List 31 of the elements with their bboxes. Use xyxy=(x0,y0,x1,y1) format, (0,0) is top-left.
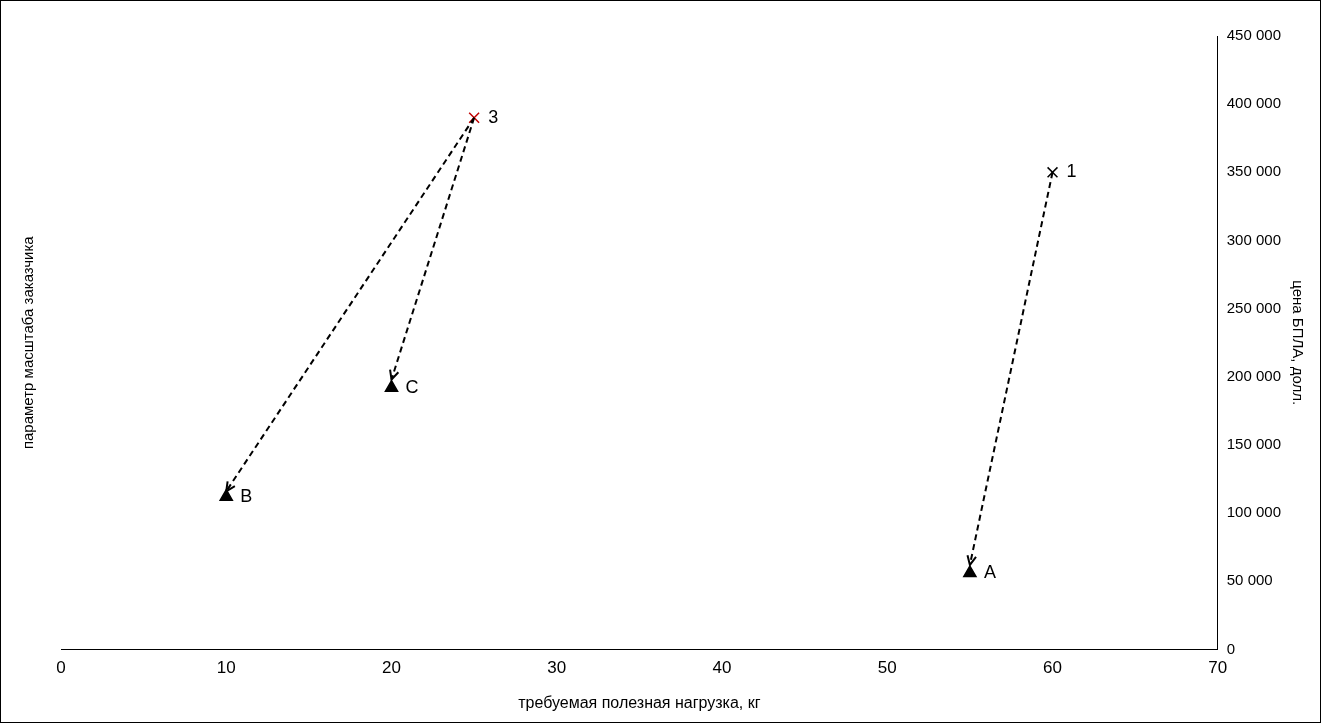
point xyxy=(963,565,977,578)
x-tick-label: 30 xyxy=(547,658,567,678)
x-tick-label: 60 xyxy=(1043,658,1062,678)
point xyxy=(384,379,399,392)
y-tick-label: 0 xyxy=(1226,639,1236,657)
annotation: C xyxy=(405,376,419,397)
y-tick-label: 450 000 xyxy=(1226,26,1282,44)
y-tick-label: 400 000 xyxy=(1226,94,1282,112)
point xyxy=(468,112,480,124)
annotation: B xyxy=(240,485,253,506)
x-tick-label: 10 xyxy=(216,658,236,678)
y-tick-label: 150 000 xyxy=(1226,435,1282,453)
y-tick-label: 250 000 xyxy=(1226,298,1282,316)
text: параметр масштаба заказчика xyxy=(19,235,37,450)
x-tick-label: 40 xyxy=(712,658,732,678)
y-tick-label: 300 000 xyxy=(1226,230,1282,248)
annotation: 3 xyxy=(488,106,499,127)
y-axis-title: цена БПЛА, долл. xyxy=(1289,280,1307,406)
x-tick-label: 0 xyxy=(56,658,66,678)
x-tick-label: 20 xyxy=(382,658,401,678)
x-axis-title: требуемая полезная нагрузка, кг xyxy=(518,693,761,711)
point xyxy=(1046,166,1059,179)
point xyxy=(219,488,234,501)
x-tick-label: 70 xyxy=(1208,658,1228,678)
y-tick-label: 100 000 xyxy=(1226,503,1282,521)
annotation: 1 xyxy=(1066,161,1077,182)
y-tick-label: 350 000 xyxy=(1226,162,1282,180)
x-tick-label: 50 xyxy=(877,658,897,678)
annotation: A xyxy=(983,562,996,583)
y-tick-label: 50 000 xyxy=(1226,571,1273,589)
y-tick-label: 200 000 xyxy=(1226,366,1282,384)
